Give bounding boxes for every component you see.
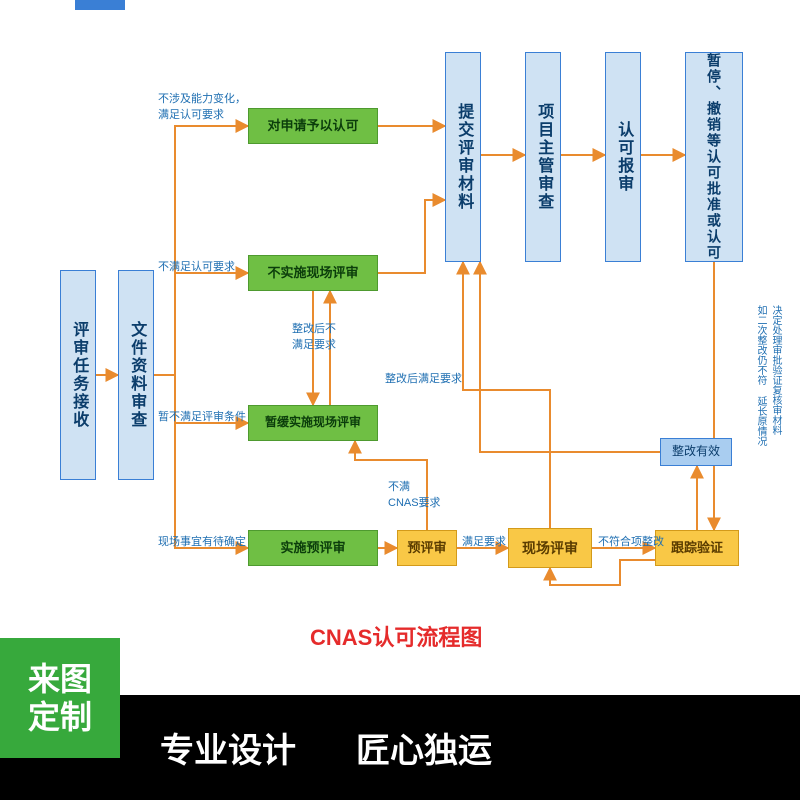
edge-label: 不满足认可要求	[158, 258, 235, 274]
node-n13: 认可报审	[605, 52, 641, 262]
edge-label: 整改后满足要求	[385, 370, 462, 386]
edge-label: 满足要求	[462, 533, 506, 549]
node-n4: 不实施现场评审	[248, 255, 378, 291]
edge-label: 整改后不 满足要求	[292, 320, 336, 352]
node-n7: 预评审	[397, 530, 457, 566]
edge-label: 不符合项整改	[598, 533, 664, 549]
promo-banner: 来图 定制 专业设计 匠心独运	[0, 695, 800, 800]
edge-label: 不满 CNAS要求	[388, 478, 441, 510]
node-n12: 项目主管审查	[525, 52, 561, 262]
node-n8: 现场评审	[508, 528, 592, 568]
node-n14: 暂停、撤销等认可批准或认可	[685, 52, 743, 262]
edge-label: 不涉及能力变化， 满足认可要求	[158, 90, 246, 122]
node-n9: 跟踪验证	[655, 530, 739, 566]
node-n2: 文件资料审查	[118, 270, 154, 480]
flowchart-canvas: CNAS认可流程图 评审任务接收文件资料审查 对申请予以认可不实施现场评审暂缓实施…	[0, 0, 800, 800]
promo-badge: 来图 定制	[0, 638, 120, 758]
slogan-1: 专业设计	[160, 723, 296, 772]
node-n11: 提交评审材料	[445, 52, 481, 262]
edge-label: 现场事宜有待确定	[158, 533, 246, 549]
slogan-2: 匠心独运	[356, 723, 492, 772]
node-n1: 评审任务接收	[60, 270, 96, 480]
node-n5: 暂缓实施现场评审	[248, 405, 378, 441]
edge-label: 决定处理审批验证复核审材料 如二次整改仍不符 延长原情况	[753, 305, 783, 605]
node-n6: 实施预评审	[248, 530, 378, 566]
accent-bar	[75, 0, 125, 10]
chart-title: CNAS认可流程图	[310, 620, 482, 652]
node-n3: 对申请予以认可	[248, 108, 378, 144]
edge-label: 暂不满足评审条件	[158, 408, 246, 424]
node-n10: 整改有效	[660, 438, 732, 466]
